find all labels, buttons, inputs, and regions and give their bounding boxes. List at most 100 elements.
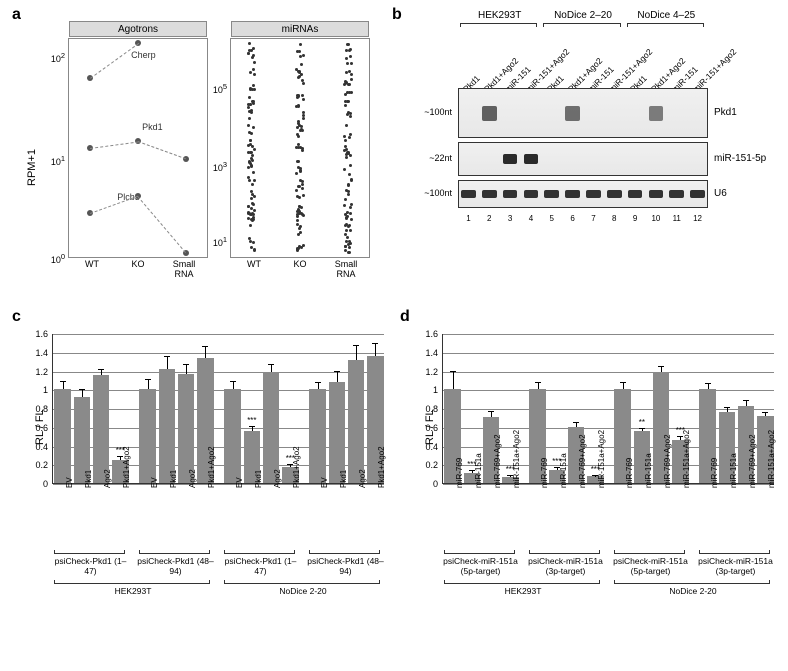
data-point	[344, 104, 347, 107]
ytick: 0.2	[20, 460, 48, 470]
data-point	[253, 179, 256, 182]
data-point	[253, 148, 256, 151]
data-point	[350, 62, 353, 65]
bar-label: Pkd1	[84, 470, 93, 488]
data-point	[344, 198, 347, 201]
error-bar	[337, 372, 338, 381]
blot-band	[649, 190, 664, 198]
bar-label: miR-769	[710, 458, 719, 488]
data-point	[252, 213, 255, 216]
ytick: 0	[20, 479, 48, 489]
data-point	[297, 146, 300, 149]
data-point	[350, 218, 353, 221]
group-bracket	[614, 550, 685, 554]
blot-size-label: ~22nt	[400, 153, 452, 163]
data-point	[295, 189, 298, 192]
blot-band	[565, 190, 580, 198]
bar	[178, 374, 194, 483]
data-point	[347, 193, 350, 196]
data-point	[248, 96, 251, 99]
series-line	[90, 196, 139, 214]
group-bracket	[54, 550, 125, 554]
bar	[309, 389, 325, 483]
bar-label: miR-151a	[559, 453, 568, 488]
gridline	[53, 334, 384, 335]
group-label: psiCheck-miR-151a (5p-target)	[612, 556, 689, 576]
bar-label: EV	[320, 477, 329, 488]
parent-bracket	[54, 580, 210, 584]
series-line	[138, 141, 187, 159]
data-point	[349, 154, 352, 157]
data-point	[299, 179, 302, 182]
lane-number: 9	[625, 214, 646, 223]
data-point	[253, 73, 256, 76]
error-cap	[268, 364, 274, 365]
error-bar	[148, 380, 149, 389]
data-point	[250, 109, 253, 112]
data-point	[344, 233, 347, 236]
error-bar	[233, 382, 234, 390]
error-cap	[98, 369, 104, 370]
error-bar	[557, 468, 558, 470]
data-point	[346, 43, 349, 46]
data-point	[345, 124, 348, 127]
error-cap	[724, 407, 730, 408]
gridline	[443, 372, 774, 373]
bar	[54, 389, 70, 483]
data-point	[296, 213, 299, 216]
xtick: Small RNA	[326, 259, 366, 279]
data-point	[347, 100, 350, 103]
group-bracket	[309, 550, 380, 554]
error-bar	[727, 408, 728, 412]
ytick: 1.2	[410, 367, 438, 377]
error-bar	[538, 383, 539, 390]
xtick: KO	[280, 259, 320, 269]
panel-d-label: d	[400, 308, 410, 326]
error-bar	[271, 365, 272, 373]
bar	[139, 389, 155, 483]
gridline	[443, 334, 774, 335]
error-cap	[488, 411, 494, 412]
lane-number: 6	[562, 214, 583, 223]
bar-label: Ago2	[103, 469, 112, 488]
bar-label: miR-769+Ago2	[663, 434, 672, 488]
data-point	[302, 117, 305, 120]
group-bracket	[627, 23, 704, 27]
data-point	[248, 179, 251, 182]
data-point	[301, 94, 304, 97]
parent-label: NoDice 2-20	[612, 586, 774, 596]
blot-band	[669, 190, 684, 198]
data-point	[301, 183, 304, 186]
error-cap	[145, 379, 151, 380]
data-point	[253, 88, 256, 91]
parent-bracket	[614, 580, 770, 584]
data-point	[249, 240, 252, 243]
data-point	[348, 173, 351, 176]
data-point	[299, 55, 302, 58]
lane-number: 12	[687, 214, 708, 223]
bar-label: miR-151a	[729, 453, 738, 488]
ytick: 0.8	[410, 404, 438, 414]
group-label: psiCheck-Pkd1 (48–94)	[137, 556, 214, 576]
parent-label: HEK293T	[442, 586, 604, 596]
blot-band	[628, 190, 643, 198]
error-bar	[765, 413, 766, 417]
group-bracket	[529, 550, 600, 554]
panel-a-scatter: RPM+1 Agotrons WTKOSmall RNA100101102Che…	[20, 10, 380, 290]
data-point	[296, 96, 299, 99]
data-point	[348, 136, 351, 139]
blot-target-label: Pkd1	[714, 107, 737, 118]
ytick: 0.2	[410, 460, 438, 470]
series-line	[90, 43, 139, 79]
data-point	[344, 245, 347, 248]
bar	[224, 389, 240, 483]
bar-label: miR-769+Ago2	[493, 434, 502, 488]
data-point	[346, 215, 349, 218]
lane-number: 5	[541, 214, 562, 223]
data-point	[247, 52, 250, 55]
error-cap	[60, 381, 66, 382]
data-point	[298, 205, 301, 208]
error-cap	[535, 382, 541, 383]
annotation: Cherp	[131, 50, 156, 60]
error-bar	[491, 412, 492, 418]
